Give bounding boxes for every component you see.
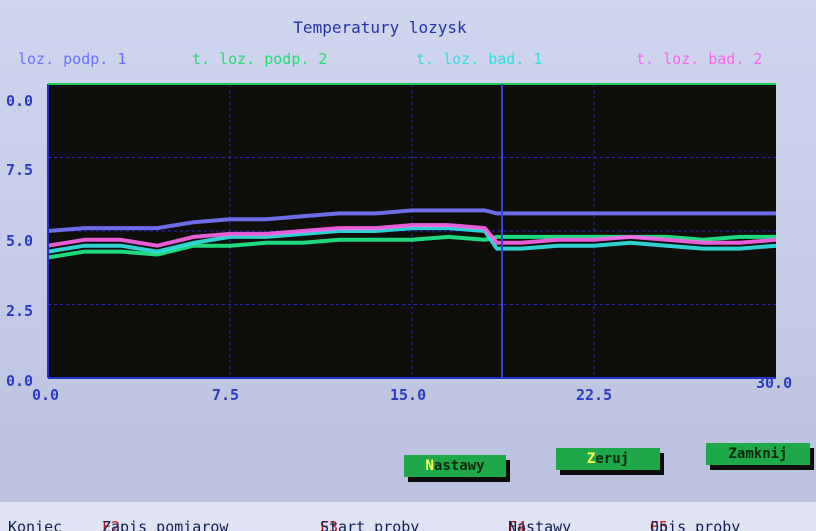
fkey-key: F5 (650, 518, 669, 531)
fkey-key: F3 (320, 518, 339, 531)
y-tick-label: 2.5 (6, 302, 34, 320)
fkey-label: Start proby (320, 518, 420, 531)
x-tick-label: 30.0 (756, 374, 793, 392)
nastawy-button[interactable]: Nastawy (404, 455, 506, 477)
x-tick-label: 7.5 (212, 386, 240, 404)
x-tick-label: 0.0 (32, 386, 60, 404)
x-tick-label: 15.0 (390, 386, 427, 404)
zamknij-button[interactable]: Zamknij (706, 443, 810, 465)
fkey-label: Opis proby (650, 518, 741, 531)
series-line-4 (47, 223, 777, 248)
y-tick-label: 0.0 (6, 92, 34, 110)
y-tick-label: 5.0 (6, 232, 34, 250)
function-key-bar: Koniec F2 Zapis pomiarow F3 Start proby … (0, 502, 816, 531)
zeruj-label: eruj (595, 451, 630, 467)
fkey-key: F2 (102, 518, 121, 531)
fkey-label: Koniec (8, 518, 63, 531)
legend-series-2: t. loz. podp. 2 (192, 50, 328, 68)
legend-series-4: t. loz. bad. 2 (636, 50, 763, 68)
zeruj-button[interactable]: Zeruj (556, 448, 660, 470)
chart-title: Temperatury lozysk (293, 18, 467, 37)
series-line-3 (47, 226, 777, 254)
zamknij-label: Zamknij (728, 446, 788, 462)
fkey-label: Zapis pomiarow (102, 518, 229, 531)
legend-series-1: loz. podp. 1 (18, 50, 127, 68)
x-tick-label: 22.5 (576, 386, 613, 404)
zeruj-hotkey: Z (586, 451, 596, 467)
fkey-label: Nastawy (508, 518, 572, 531)
nastawy-hotkey: N (425, 458, 434, 474)
chart-series (47, 208, 777, 260)
chart-grid (48, 84, 776, 378)
fkey-key: F4 (508, 518, 527, 531)
nastawy-label: astawy (433, 458, 485, 474)
y-tick-label: 0.0 (6, 372, 34, 390)
y-tick-label: 7.5 (6, 161, 34, 179)
series-line-1 (47, 208, 776, 233)
legend-series-3: t. loz. bad. 1 (416, 50, 543, 68)
